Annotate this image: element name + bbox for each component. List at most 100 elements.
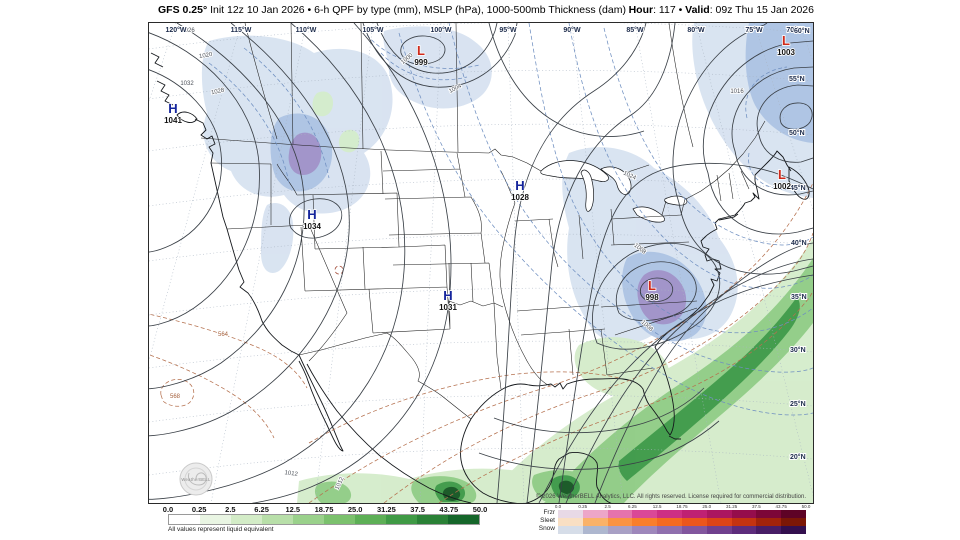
ptype-legend: 0.0 0.25 2.5 6.25 12.5 18.75 25.0 31.25 37.5 43.7… [554,504,811,534]
contour-label: 1026 [181,28,195,34]
ptype-swatch [731,518,757,526]
qpf-tick: 0.0 [162,505,174,514]
ptype-tick: 0.25 [578,504,588,509]
pressure-center-letter: L [648,278,656,293]
ptype-swatch [781,510,806,518]
lat-label: 45°N [790,184,806,192]
lat-label: 40°N [791,239,807,247]
ptype-tick: 31.25 [725,504,738,509]
qpf-tick: 0.25 [191,505,207,514]
ptype-row-frzr [558,510,806,518]
pressure-center-value: 1002 [773,182,791,191]
ptype-tick: 43.75 [775,504,787,509]
ptype-swatch [582,518,608,526]
ptype-tick: 6.25 [628,504,637,509]
ptype-swatch [657,510,682,518]
ptype-tick: 25.0 [702,504,712,509]
ptype-swatch [657,526,682,534]
ptype-swatch [706,510,732,518]
ptype-swatch [706,518,732,526]
qpf-swatch [231,515,262,524]
ptype-swatch [756,526,782,534]
pressure-center-letter: L [417,43,425,58]
qpf-tick: 25.0 [347,505,363,514]
lat-label-group: 60°N 55°N 50°N 45°N 40°N 35°N 30°N 25°N 20°N [788,26,811,462]
lat-label: 20°N [790,453,806,461]
qpf-swatch [200,515,231,524]
great-lakes [540,160,688,223]
pressure-center-value: 999 [414,58,428,67]
ptype-swatch [756,518,782,526]
lat-label: 25°N [790,400,806,408]
qpf-tick: 37.5 [410,505,425,514]
lon-label-group: 120°W 115°W 110°W 105°W 100°W 95°W 90°W 85°W 80°… [164,25,805,35]
ptype-tick: 12.5 [652,504,662,509]
precip-shading [201,23,813,503]
chart-title: GFS 0.25° Init 12z 10 Jan 2026 • 6-h QPF… [158,4,626,16]
pressure-center-value: 1031 [439,303,457,312]
lon-label: 120°W [165,26,186,34]
chart-header: GFS 0.25° Init 12z 10 Jan 2026 • 6-h QPF… [158,4,814,16]
lat-label: 55°N [789,75,805,83]
ptype-tick: 18.75 [676,504,688,509]
ptype-row-label: Frzr [543,509,555,516]
ptype-row-label: Sleet [540,517,555,524]
ptype-swatch [632,518,658,526]
qpf-tick: 12.5 [285,505,301,514]
ptype-tick: 37.5 [752,504,761,509]
ptype-swatch [632,526,658,534]
mslp-contours [149,23,813,503]
lat-label: 60°N [794,27,810,35]
ptype-swatch [781,526,806,534]
pressure-center-letter: L [782,33,790,48]
qpf-colorbar [168,514,480,525]
copyright-text: © 2026 WeatherBELL Analytics, LLC. All r… [536,494,806,500]
pressure-center-value: 1041 [164,116,182,125]
lon-label: 100°W [430,26,451,34]
contour-label: 1016 [730,89,744,95]
lon-label: 95°W [499,26,517,34]
qpf-tick: 50.0 [472,505,488,514]
ptype-tick: 0.0 [554,504,562,509]
lon-label: 115°W [231,26,252,34]
ptype-swatch [558,518,583,526]
contour-label: 1028 [211,88,226,97]
qpf-swatch [386,515,417,524]
pressure-center-value: 998 [645,293,659,302]
qpf-tick: 43.75 [439,505,459,514]
ptype-swatch [681,526,707,534]
pressure-center-letter: H [443,288,452,303]
qpf-swatch [417,515,448,524]
qpf-tick: 2.5 [225,505,236,514]
pressure-center-value: 1034 [303,222,321,231]
model-name: GFS 0.25° [158,4,208,16]
logo-text: WeatherBELL [181,477,211,482]
ptype-swatch [756,510,782,518]
qpf-swatch [448,515,479,524]
bullet-sep: • [675,4,686,16]
lat-label: 35°N [791,293,807,301]
valid-value: : 09z Thu 15 Jan 2026 [709,4,814,16]
lon-label: 90°W [563,26,581,34]
pressure-center-letter: L [778,167,786,182]
contour-label: 1012 [284,470,299,478]
lon-label: 85°W [626,26,644,34]
contour-label: 564 [218,332,229,338]
ptype-swatch [607,518,633,526]
qpf-tick: 18.75 [314,505,334,514]
lon-label: 110°W [296,26,317,34]
ptype-swatch [582,526,608,534]
ptype-swatch [582,510,608,518]
pressure-center-value: 1028 [511,193,529,202]
valid-label: Valid [685,4,710,16]
lon-label: 70°W [786,26,804,34]
ptype-swatch [558,526,583,534]
pressure-center-letter: H [515,178,524,193]
ptype-ticks: 0.0 0.25 2.5 6.25 12.5 18.75 25.0 31.25 37.5 43.7… [554,504,811,510]
qpf-tick: 6.25 [254,505,269,514]
ptype-swatch [681,518,707,526]
ptype-swatch [632,510,658,518]
ptype-swatch [681,510,707,518]
contour-label: 568 [170,394,181,400]
